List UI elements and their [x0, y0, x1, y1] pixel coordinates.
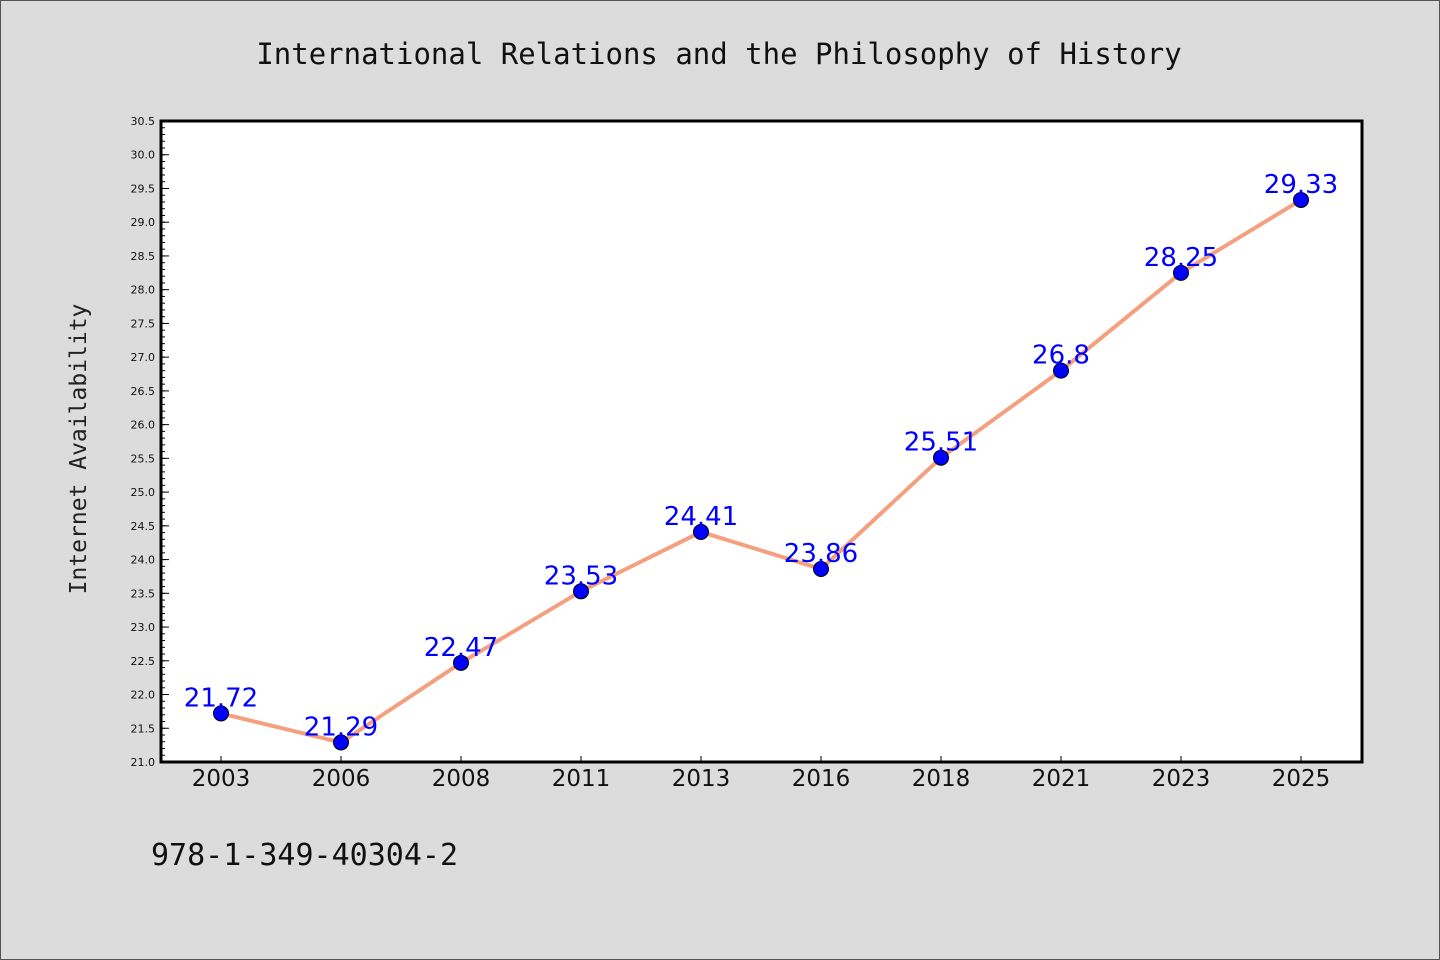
- data-label: 23.53: [544, 561, 618, 591]
- data-label: 23.86: [784, 539, 858, 569]
- y-tick-label: 28.0: [131, 284, 156, 297]
- x-tick-label: 2003: [192, 766, 251, 792]
- x-tick-label: 2011: [552, 766, 611, 792]
- y-tick-label: 21.0: [131, 756, 156, 769]
- y-tick-label: 29.0: [131, 216, 156, 229]
- y-axis-label: Internet Availability: [66, 304, 92, 595]
- y-tick-label: 25.0: [131, 486, 156, 499]
- x-tick-label: 2018: [912, 766, 971, 792]
- y-tick-label: 22.0: [131, 689, 156, 702]
- isbn-text: 978-1-349-40304-2: [151, 838, 458, 873]
- y-tick-label: 24.0: [131, 554, 156, 567]
- y-tick-label: 28.5: [131, 250, 156, 263]
- x-tick-label: 2023: [1152, 766, 1211, 792]
- data-label: 25.51: [904, 428, 978, 458]
- data-label: 28.25: [1144, 243, 1218, 273]
- data-point: [813, 561, 829, 578]
- y-tick-label: 30.0: [131, 149, 156, 162]
- y-axis-ticks: 21.0 21.5 22.0 22.5 23.0 23.5 24.0 24.5 25.0 25.5…: [131, 115, 169, 769]
- x-tick-label: 2008: [432, 766, 491, 792]
- data-markers: [213, 191, 1309, 751]
- y-tick-label: 21.5: [131, 722, 156, 735]
- y-tick-label: 26.5: [131, 385, 156, 398]
- y-tick-label: 29.5: [131, 182, 156, 195]
- y-tick-label: 24.5: [131, 520, 156, 533]
- x-axis-ticks: 2003 2006 2008 2011 2013 2016 2018 2021 2023 2025: [192, 756, 1331, 792]
- chart-title: International Relations and the Philosop…: [256, 37, 1181, 71]
- plot-area: [159, 119, 1364, 764]
- data-point: [213, 705, 229, 722]
- x-tick-label: 2013: [672, 766, 731, 792]
- data-point: [933, 449, 949, 466]
- data-labels: 21.72 21.29 22.47 23.53 24.41 23.86 25.51 26.8 2…: [184, 170, 1338, 742]
- y-tick-label: 26.0: [131, 419, 156, 432]
- x-tick-label: 2021: [1032, 766, 1091, 792]
- data-point: [333, 734, 349, 751]
- data-label: 21.72: [184, 683, 258, 713]
- data-label: 22.47: [424, 633, 498, 663]
- series-line: [219, 197, 1303, 745]
- y-tick-label: 27.5: [131, 317, 156, 330]
- y-tick-label: 23.5: [131, 587, 156, 600]
- data-point: [1293, 191, 1309, 208]
- y-tick-label: 22.5: [131, 655, 156, 668]
- x-tick-label: 2025: [1272, 766, 1331, 792]
- data-point: [573, 583, 589, 600]
- data-point: [453, 654, 469, 671]
- data-point: [1173, 264, 1189, 281]
- y-tick-label: 27.0: [131, 351, 156, 364]
- y-tick-label: 25.5: [131, 452, 156, 465]
- x-tick-label: 2016: [792, 766, 851, 792]
- data-label: 21.29: [304, 712, 378, 742]
- y-tick-label: 23.0: [131, 621, 156, 634]
- y-tick-label: 30.5: [131, 115, 156, 128]
- series-lines: [219, 197, 1303, 745]
- data-point: [693, 523, 709, 540]
- data-label: 29.33: [1264, 170, 1338, 200]
- data-point: [1053, 362, 1069, 379]
- x-tick-label: 2006: [312, 766, 371, 792]
- data-label: 26.8: [1032, 341, 1090, 371]
- data-label: 24.41: [664, 502, 738, 532]
